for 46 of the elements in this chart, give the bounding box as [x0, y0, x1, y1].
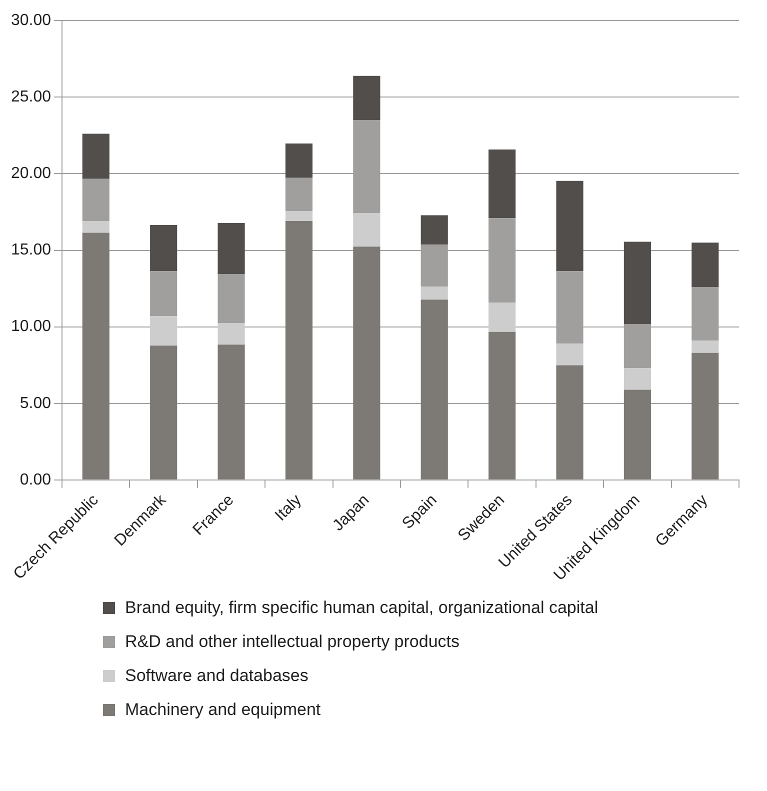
bar — [218, 344, 245, 480]
bar — [353, 76, 380, 120]
bar — [285, 178, 313, 212]
bar — [488, 302, 516, 332]
bar — [624, 368, 651, 390]
bar — [150, 271, 178, 316]
bar — [556, 365, 584, 480]
bar — [218, 274, 245, 323]
bar — [488, 150, 516, 218]
bar — [218, 223, 245, 274]
legend-label: Brand equity, firm specific human capital, organizational capital — [125, 598, 598, 618]
bar — [218, 322, 245, 345]
bar — [624, 242, 651, 324]
bar — [488, 332, 516, 480]
x-tick-label: Italy — [272, 492, 305, 524]
y-tick-label: 25.00 — [10, 88, 52, 106]
legend-label: R&D and other intellectual property products — [125, 632, 460, 652]
bar — [353, 213, 380, 247]
bar — [82, 232, 110, 480]
bar — [285, 144, 313, 178]
bar — [82, 221, 110, 233]
bar — [150, 225, 178, 272]
bar — [285, 211, 313, 222]
bar — [82, 134, 110, 179]
y-tick-label: 30.00 — [10, 12, 52, 30]
bar — [556, 180, 584, 272]
bar — [150, 346, 178, 480]
bar — [624, 390, 651, 480]
y-tick-label: 5.00 — [20, 394, 52, 412]
y-tick-label: 0.00 — [20, 471, 52, 488]
bar — [420, 286, 448, 300]
y-tick-label: 10.00 — [10, 318, 52, 336]
bar — [285, 221, 313, 480]
bar — [150, 316, 178, 346]
bar — [692, 242, 719, 288]
bar — [353, 246, 380, 480]
bar — [692, 352, 719, 480]
bar — [420, 300, 448, 480]
bar — [556, 344, 584, 366]
bar — [692, 340, 719, 353]
bar — [82, 178, 110, 222]
legend-label: Software and databases — [125, 666, 308, 686]
bar — [420, 215, 448, 245]
y-tick-label: 20.00 — [10, 165, 52, 182]
legend-label: Machinery and equipment — [125, 700, 321, 720]
y-tick-label: 15.00 — [10, 242, 52, 259]
